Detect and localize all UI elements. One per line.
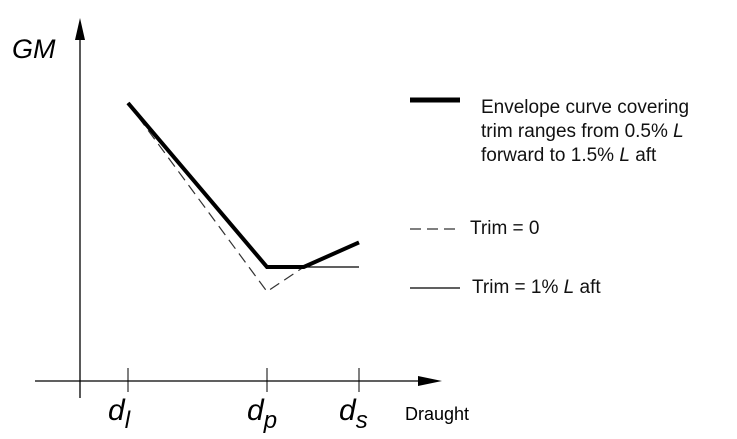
axes: GM Draught: [12, 18, 469, 424]
y-axis-label: GM: [12, 34, 56, 64]
x-tick-label-p: dp: [247, 394, 277, 434]
series-thick-solid: [126, 101, 360, 269]
legend-text-line: Envelope curve covering: [481, 97, 690, 118]
y-axis-arrow: [75, 18, 85, 40]
x-axis-arrow: [418, 376, 442, 386]
x-ticks: dl dp ds: [108, 368, 368, 434]
legend-item-dashed: Trim = 0: [470, 217, 540, 241]
x-tick-label-s: ds: [339, 394, 368, 434]
series-lines: [126, 101, 360, 293]
legend-marks: [410, 97, 460, 289]
legend-text-line: Trim = 0: [470, 218, 540, 239]
legend-text-line: Trim = 1% L aft: [472, 277, 601, 298]
legend-text-line: forward to 1.5% L aft: [481, 145, 657, 166]
x-axis-label: Draught: [405, 404, 469, 424]
x-tick-label-l: dl: [108, 394, 131, 434]
legend-item-thick-solid: Envelope curve covering trim ranges from …: [481, 96, 689, 168]
series-thin-solid: [127, 102, 359, 268]
legend-text-line: trim ranges from 0.5% L: [481, 121, 684, 142]
series-dashed: [127, 102, 305, 293]
legend-item-thin-solid: Trim = 1% L aft: [472, 276, 601, 300]
